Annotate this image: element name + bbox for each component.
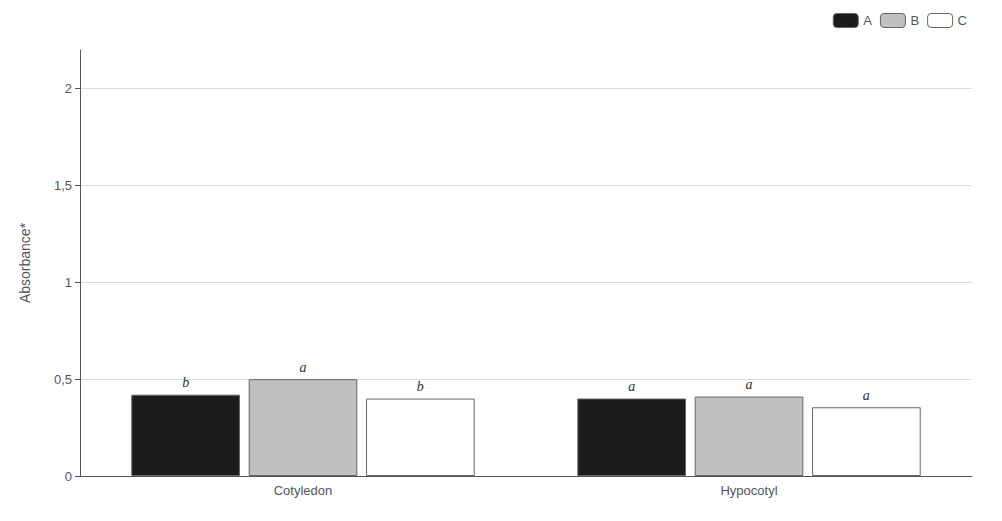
svg-text:a: a	[300, 360, 307, 375]
svg-text:Absorbance*: Absorbance*	[17, 222, 33, 303]
svg-text:b: b	[417, 379, 424, 394]
svg-text:1: 1	[65, 275, 72, 290]
svg-text:0,5: 0,5	[54, 372, 72, 387]
svg-text:b: b	[182, 375, 189, 390]
svg-text:2: 2	[65, 81, 72, 96]
svg-text:C: C	[958, 13, 967, 28]
svg-text:a: a	[863, 388, 870, 403]
svg-text:B: B	[910, 13, 919, 28]
svg-text:Hypocotyl: Hypocotyl	[720, 483, 777, 498]
svg-text:0: 0	[65, 469, 72, 484]
svg-text:a: a	[628, 379, 635, 394]
svg-text:a: a	[746, 377, 753, 392]
svg-text:A: A	[863, 13, 872, 28]
svg-text:Cotyledon: Cotyledon	[274, 483, 333, 498]
svg-text:1,5: 1,5	[54, 178, 72, 193]
